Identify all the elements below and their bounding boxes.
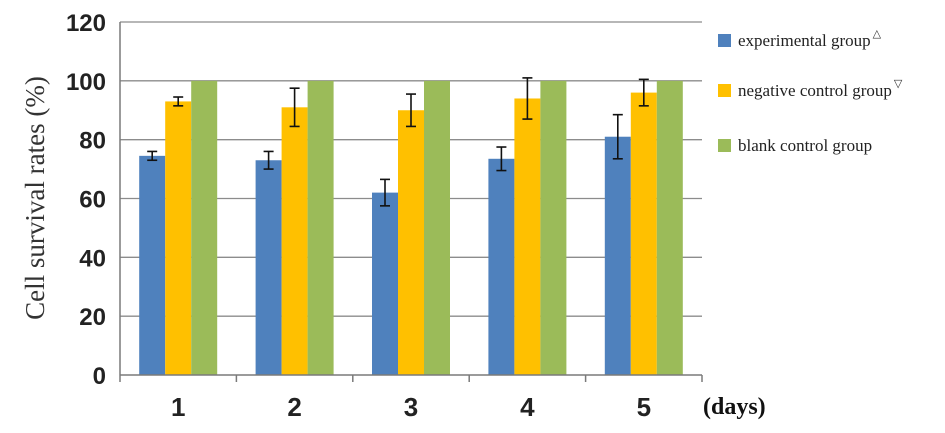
bar-series-3-day-4 xyxy=(540,80,567,375)
bar-series-3-day-1 xyxy=(191,80,218,375)
error-bar-series-1-day-2 xyxy=(263,150,274,170)
bar-series-3-day-2 xyxy=(307,80,334,375)
error-bar-series-1-day-5 xyxy=(612,113,623,160)
y-tick-label: 0 xyxy=(93,363,106,390)
legend-entry-1: experimental group △ xyxy=(718,27,882,50)
legend-label: blank control group xyxy=(738,136,872,155)
bars xyxy=(139,80,683,376)
x-tick-label: 2 xyxy=(287,392,301,422)
x-axis-tick-labels: 1 2 3 4 5 xyxy=(171,392,651,422)
legend-swatch xyxy=(718,139,731,152)
x-tick-label: 3 xyxy=(404,392,418,422)
bar-series-1-day-2 xyxy=(255,160,282,375)
error-bar-series-2-day-3 xyxy=(406,93,416,128)
legend-entry-2: negative control group ▽ xyxy=(718,77,903,100)
bar-series-1-day-3 xyxy=(372,192,398,375)
bar-series-1-day-1 xyxy=(139,155,166,375)
bar-series-3-day-5 xyxy=(656,80,683,375)
y-tick-label: 100 xyxy=(66,69,106,96)
y-axis-label: Cell survival rates (%) xyxy=(20,76,50,320)
error-bar-series-2-day-2 xyxy=(289,87,300,128)
bar-series-1-day-4 xyxy=(488,158,515,375)
axes xyxy=(119,22,703,382)
legend-marker: △ xyxy=(873,27,882,40)
bar-series-2-day-3 xyxy=(398,110,424,375)
y-tick-label: 120 xyxy=(66,10,106,37)
bar-series-2-day-4 xyxy=(514,98,541,375)
error-bars xyxy=(147,77,649,207)
error-bar-series-1-day-1 xyxy=(147,150,158,162)
y-axis-tick-labels: 0 20 40 60 80 100 120 xyxy=(66,10,106,390)
bar-series-2-day-5 xyxy=(630,92,657,375)
legend: experimental group △ negative control grou… xyxy=(718,27,903,155)
bar-series-2-day-2 xyxy=(281,107,308,375)
error-bar-series-2-day-4 xyxy=(522,77,533,120)
y-tick-label: 20 xyxy=(79,304,106,331)
bar-series-1-day-5 xyxy=(604,136,631,375)
y-tick-label: 60 xyxy=(79,187,106,214)
y-tick-label: 40 xyxy=(79,245,106,272)
x-axis-unit-label: (days) xyxy=(703,394,766,420)
legend-marker: ▽ xyxy=(894,77,903,90)
legend-swatch xyxy=(718,84,731,97)
bar-series-2-day-1 xyxy=(165,101,192,376)
x-tick-label: 1 xyxy=(171,392,185,422)
x-tick-label: 4 xyxy=(520,392,535,422)
legend-swatch xyxy=(718,34,731,47)
error-bar-series-1-day-3 xyxy=(380,178,390,207)
bar-series-3-day-3 xyxy=(424,80,450,375)
error-bar-series-2-day-1 xyxy=(173,96,184,107)
error-bar-series-2-day-5 xyxy=(638,78,649,107)
error-bar-series-1-day-4 xyxy=(496,146,507,172)
y-tick-label: 80 xyxy=(79,128,106,155)
x-tick-label: 5 xyxy=(637,392,651,422)
legend-label: experimental group xyxy=(738,31,871,50)
legend-label: negative control group xyxy=(738,81,892,100)
legend-entry-3: blank control group xyxy=(718,136,872,155)
